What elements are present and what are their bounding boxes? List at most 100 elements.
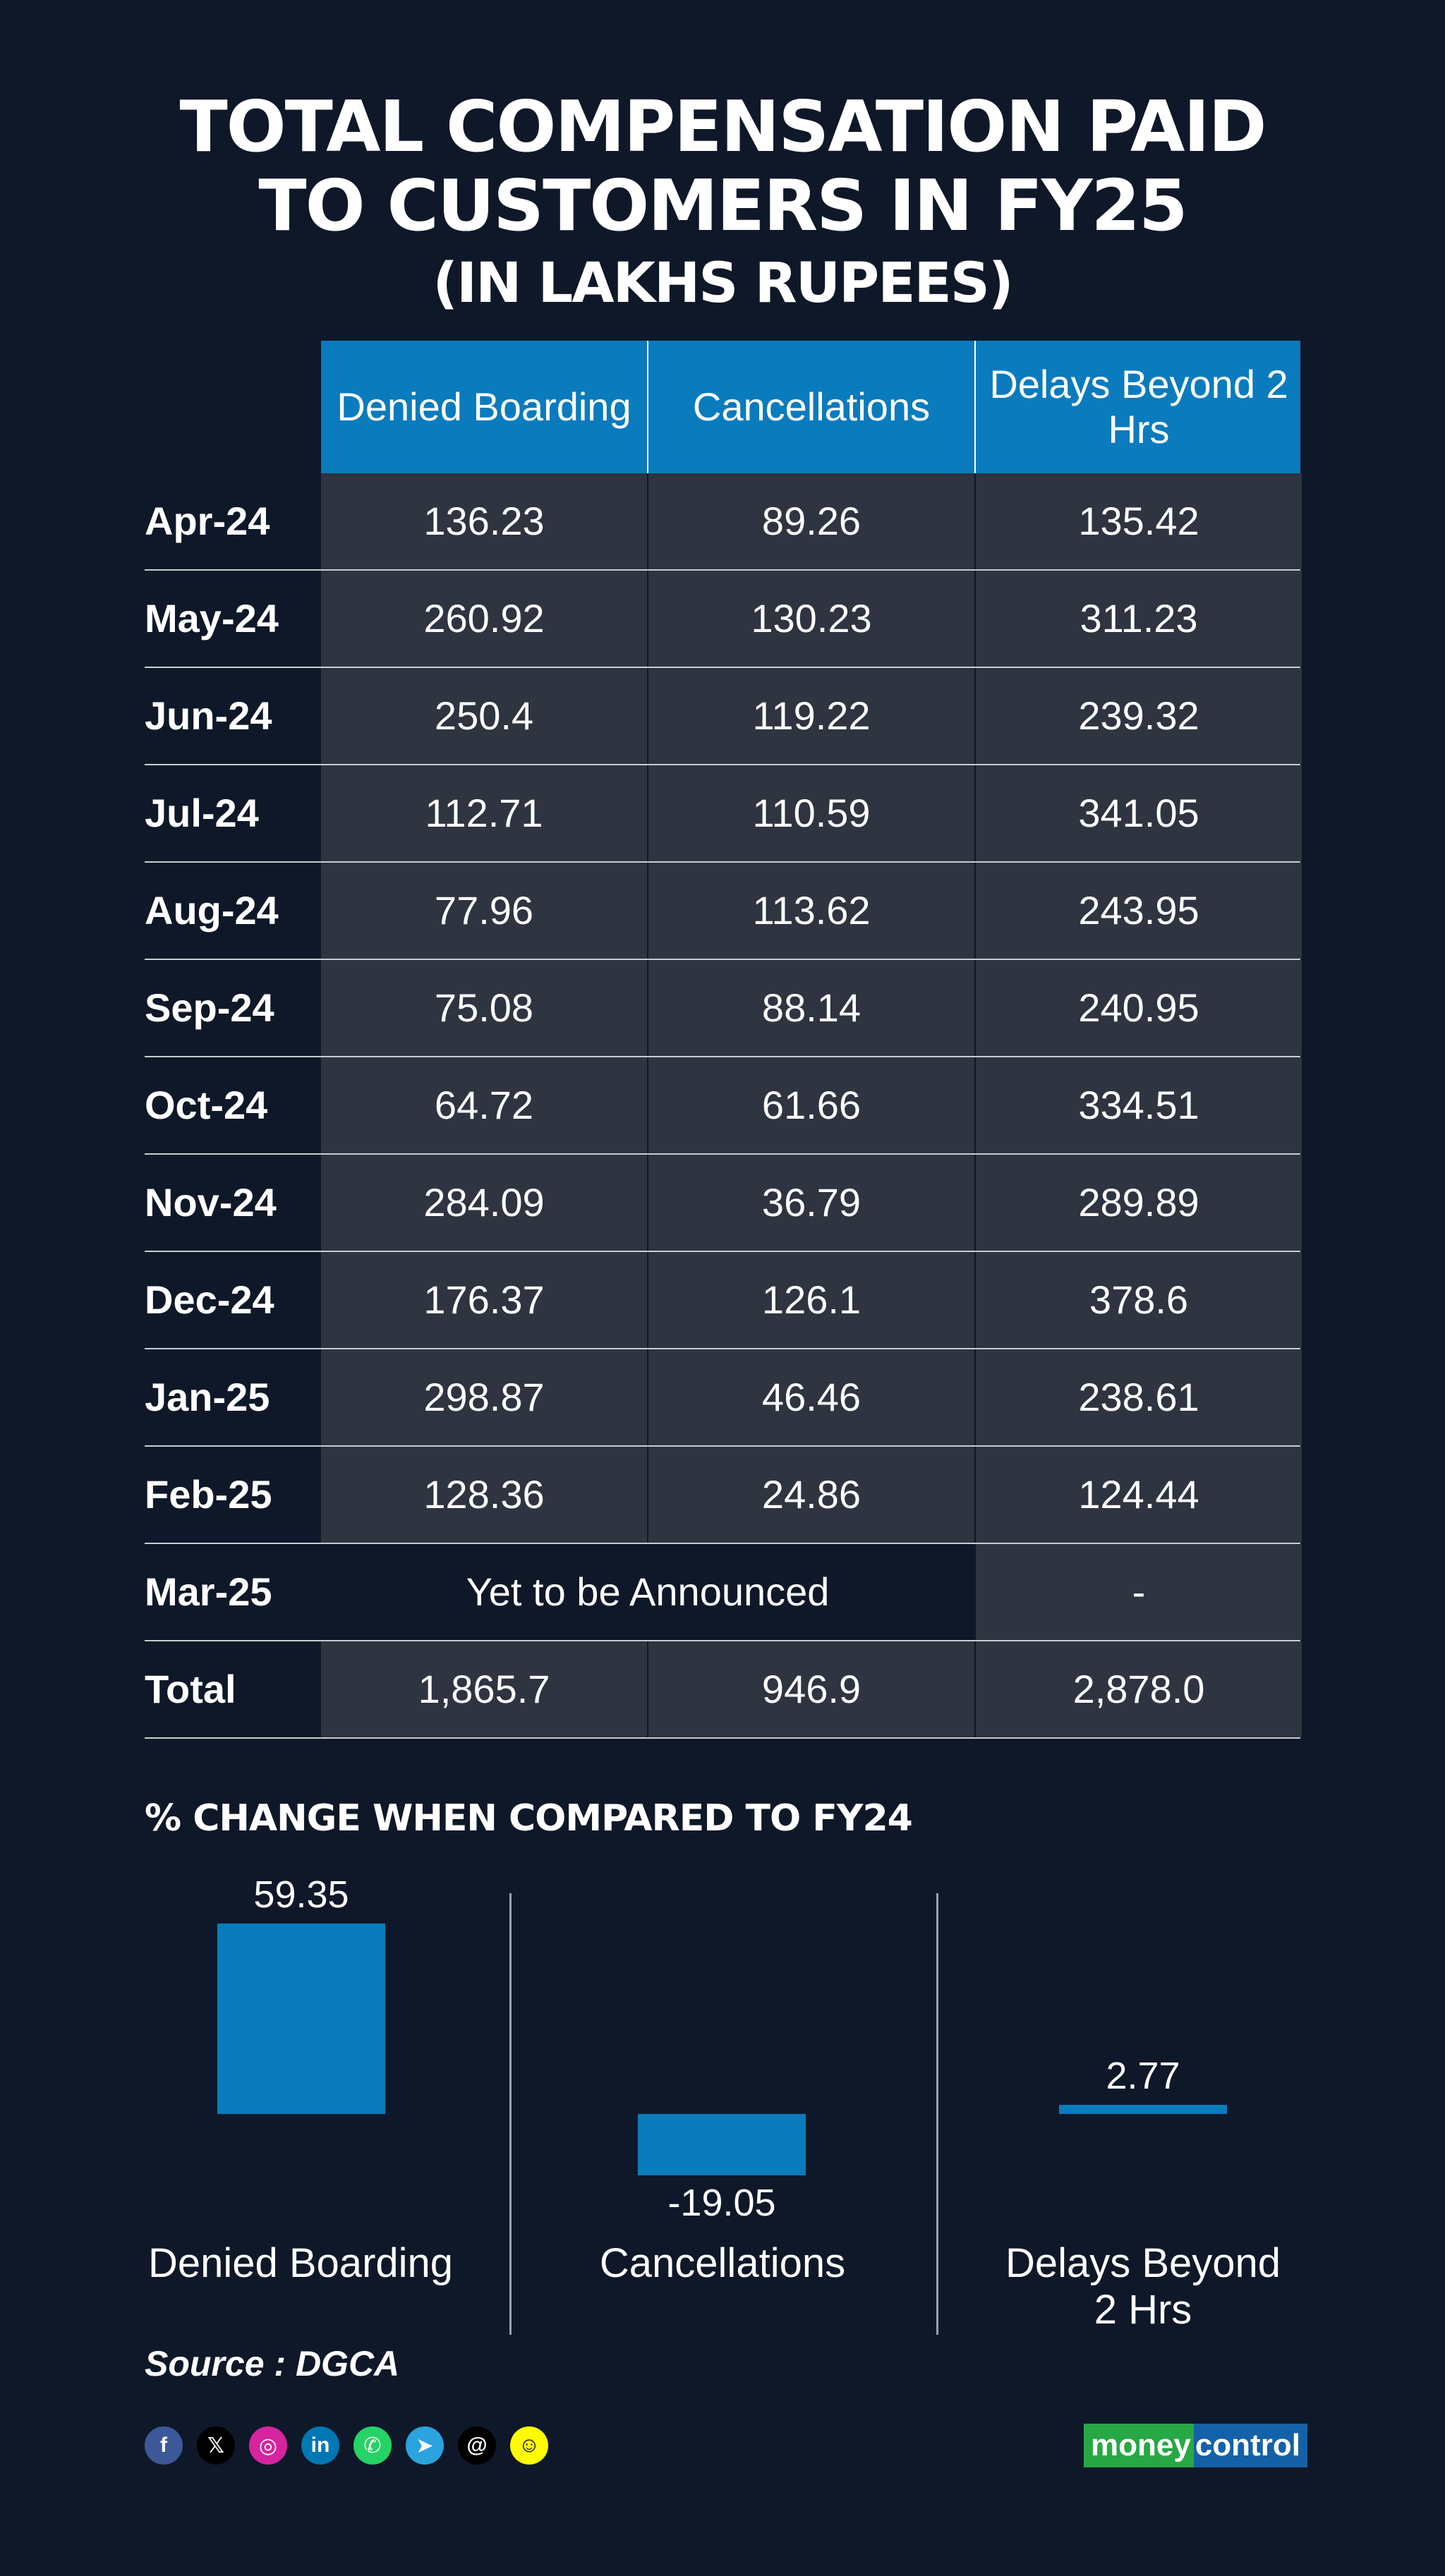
table-cell: 289.89 [1078, 1180, 1199, 1225]
row-divider [145, 1056, 1300, 1057]
title-line-1: TOTAL COMPENSATION PAID [179, 85, 1266, 168]
table-total-row: Total 1,865.7 946.9 2,878.0 [145, 1641, 1302, 1739]
table-cell: 126.1 [761, 1277, 861, 1322]
cell-background [648, 960, 974, 1056]
snapchat-icon[interactable]: ☺ [510, 2426, 548, 2465]
table-row: Dec-24 176.37 126.1 378.6 [145, 1252, 1302, 1349]
category-label-denied-boarding: Denied Boarding [147, 2240, 454, 2286]
table-cell: 176.37 [423, 1277, 545, 1322]
table-cell: 946.9 [761, 1667, 861, 1711]
row-divider [145, 667, 1300, 668]
row-label: May-24 [145, 596, 279, 640]
table-cell: 260.92 [423, 596, 545, 640]
row-label: Jul-24 [145, 791, 259, 835]
cell-background [648, 1252, 974, 1348]
cell-background [321, 1057, 647, 1153]
cell-background [976, 863, 1302, 959]
table-cell: 2,878.0 [1072, 1667, 1205, 1711]
row-divider [145, 1251, 1300, 1252]
table-row: Mar-25 Yet to be Announced - [145, 1544, 1302, 1641]
cell-background [321, 668, 647, 764]
whatsapp-icon[interactable]: ✆ [353, 2426, 392, 2465]
instagram-icon[interactable]: ◎ [249, 2426, 287, 2465]
cell-background [321, 1155, 647, 1251]
row-label: Apr-24 [145, 499, 270, 543]
row-divider [145, 1640, 1300, 1641]
table-cell: 341.05 [1078, 791, 1199, 835]
change-heading: % CHANGE WHEN COMPARED TO FY24 [145, 1797, 913, 1840]
table-cell: 135.42 [1078, 499, 1199, 543]
table-cell: 250.4 [434, 693, 534, 738]
table-cell: 128.36 [423, 1472, 545, 1517]
row-label: Jan-25 [145, 1375, 270, 1419]
merged-cell-status: Yet to be Announced [466, 1569, 830, 1614]
category-label-cancellations: Cancellations [599, 2240, 846, 2286]
table-row: Sep-24 75.08 88.14 240.95 [145, 960, 1302, 1057]
row-label: Dec-24 [145, 1277, 274, 1322]
table-row: Nov-24 284.09 36.79 289.89 [145, 1155, 1302, 1252]
row-divider [145, 1737, 1300, 1739]
cell-background [321, 863, 647, 959]
cell-background [976, 1641, 1302, 1737]
table-cell: 88.14 [761, 985, 861, 1030]
cell-background [976, 1155, 1302, 1251]
table-row: Feb-25 128.36 24.86 124.44 [145, 1447, 1302, 1544]
bar-value-label: 59.35 [253, 1873, 349, 1916]
table-cell: 130.23 [751, 596, 872, 640]
cell-background [976, 571, 1302, 667]
moneycontrol-logo[interactable]: money control [1084, 2424, 1307, 2467]
linkedin-icon[interactable]: in [301, 2426, 339, 2465]
table-cell: 36.79 [761, 1180, 861, 1225]
row-divider [145, 1153, 1300, 1155]
header-denied-boarding: Denied Boarding [337, 384, 631, 429]
facebook-icon[interactable]: f [145, 2426, 183, 2465]
threads-icon[interactable]: @ [458, 2426, 496, 2465]
table-cell: 113.62 [752, 888, 871, 932]
row-label: Oct-24 [145, 1083, 268, 1127]
table-cell: 240.95 [1078, 985, 1199, 1030]
table-cell: 119.22 [752, 693, 871, 738]
table-cell: 124.44 [1078, 1472, 1199, 1517]
source-note: Source : DGCA [145, 2344, 400, 2383]
cell-background [321, 960, 647, 1056]
logo-part-money: money [1084, 2424, 1194, 2467]
cell-background [648, 668, 974, 764]
header-divider [647, 341, 648, 473]
table-row: Oct-24 64.72 61.66 334.51 [145, 1057, 1302, 1155]
cell-background [648, 1057, 974, 1153]
cell-background [976, 1057, 1302, 1153]
header-cancellations: Cancellations [692, 384, 931, 429]
column-divider [509, 1893, 512, 2335]
cell-background [976, 1349, 1302, 1445]
cell-background [648, 1349, 974, 1445]
cell-background [648, 571, 974, 667]
row-label: Mar-25 [145, 1569, 272, 1614]
table-row: Apr-24 136.23 89.26 135.42 [145, 473, 1302, 571]
table-cell: 136.23 [423, 499, 545, 543]
row-label: Jun-24 [145, 693, 272, 738]
row-label: Feb-25 [145, 1472, 272, 1517]
table-cell: 89.26 [761, 499, 861, 543]
table-cell: 378.6 [1089, 1277, 1189, 1322]
table-cell: 298.87 [423, 1375, 545, 1419]
row-divider [145, 861, 1300, 863]
table-cell: 46.46 [761, 1375, 861, 1419]
cell-background [976, 960, 1302, 1056]
cell-background [976, 473, 1302, 569]
logo-part-control: control [1193, 2424, 1307, 2467]
table-cell: 239.32 [1078, 693, 1199, 738]
x-icon[interactable]: 𝕏 [197, 2426, 235, 2465]
table-cell: 1,865.7 [418, 1667, 550, 1711]
table-cell: 311.23 [1080, 596, 1198, 640]
table-row: Jun-24 250.4 119.22 239.32 [145, 668, 1302, 765]
header-divider [974, 341, 976, 473]
cell-background [321, 571, 647, 667]
table-cell: - [1132, 1569, 1146, 1614]
row-divider [145, 569, 1300, 571]
bar-delays-beyond-2-hrs [1059, 2105, 1227, 2114]
table-cell: 112.71 [425, 791, 543, 835]
table-cell: 243.95 [1078, 888, 1199, 932]
telegram-icon[interactable]: ➤ [406, 2426, 444, 2465]
row-label: Aug-24 [145, 888, 279, 932]
table-cell: 238.61 [1078, 1375, 1199, 1419]
